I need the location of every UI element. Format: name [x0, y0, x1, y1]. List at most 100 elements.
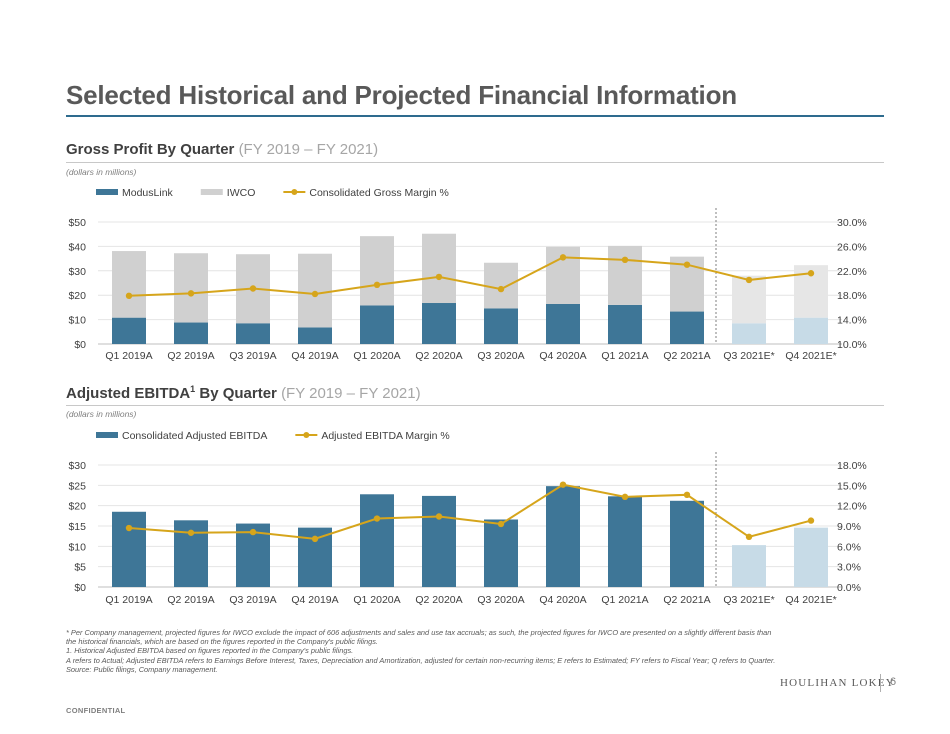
bar-consolidated-adjusted-ebitda [422, 495, 456, 587]
x-tick-label: Q4 2021E* [785, 350, 836, 362]
title-divider [66, 115, 884, 117]
legend-swatch [200, 189, 223, 195]
bar-moduslink [360, 305, 394, 344]
footnote-line: Source: Public filings, Company manageme… [66, 664, 218, 674]
legend-swatch-marker [291, 189, 298, 195]
section-title-ebitda: Adjusted EBITDA1 By Quarter (FY 2019 – F… [66, 384, 421, 402]
legend-label: ModusLink [122, 187, 174, 199]
y2-tick-label: 22.0% [837, 266, 867, 278]
y-tick-label: $0 [74, 339, 86, 351]
y-tick-label: $5 [74, 562, 86, 574]
margin-point [745, 276, 753, 284]
y-tick-label: $30 [68, 460, 86, 472]
margin-point [497, 285, 505, 293]
legend-swatch [96, 432, 118, 438]
x-tick-label: Q4 2021E* [785, 594, 836, 606]
section-divider [66, 405, 884, 406]
margin-point [559, 481, 567, 488]
y-tick-label: $0 [74, 582, 86, 594]
footnote-marker: 1 [190, 384, 196, 394]
y-tick-label: $25 [68, 480, 86, 492]
margin-point [311, 535, 319, 543]
footnote-line: the historical financials, which are bas… [66, 637, 378, 647]
section-range: (FY 2019 – FY 2021) [238, 141, 379, 158]
x-tick-label: Q1 2019A [105, 594, 152, 606]
margin-point [311, 290, 319, 298]
bar-moduslink [546, 303, 580, 344]
bar-moduslink [484, 308, 518, 344]
margin-point [683, 491, 691, 499]
x-tick-label: Q4 2019A [291, 594, 338, 606]
margin-point [373, 515, 381, 522]
x-tick-label: Q3 2021E* [723, 350, 774, 362]
logo-divider [880, 674, 881, 692]
bar-iwco [360, 236, 394, 306]
margin-point [187, 529, 195, 536]
y2-tick-label: 3.0% [837, 562, 861, 574]
y-tick-label: $10 [68, 315, 86, 327]
x-tick-label: Q1 2020A [353, 594, 400, 606]
section-title-rest: By Quarter [195, 385, 277, 402]
margin-point [807, 270, 815, 277]
bar-moduslink [732, 323, 766, 344]
section-title-text: Adjusted EBITDA [66, 385, 191, 402]
bar-moduslink [422, 303, 456, 344]
x-tick-label: Q3 2020A [477, 594, 524, 606]
legend-swatch-marker [303, 432, 310, 438]
x-tick-label: Q2 2019A [167, 350, 214, 362]
margin-point [373, 281, 381, 289]
y2-tick-label: 10.0% [837, 339, 867, 351]
y-tick-label: $20 [68, 290, 86, 302]
y2-tick-label: 18.0% [837, 460, 867, 472]
bar-iwco [298, 253, 332, 328]
x-tick-label: Q1 2021A [601, 350, 648, 362]
margin-point [125, 524, 133, 532]
page-number: 6 [890, 676, 897, 688]
y-tick-label: $10 [68, 541, 86, 553]
legend-label: Consolidated Gross Margin % [309, 187, 448, 199]
margin-point [621, 256, 629, 264]
bar-moduslink [298, 327, 332, 344]
x-tick-label: Q3 2021E* [723, 594, 774, 606]
footnotes: * Per Company management, projected figu… [66, 628, 886, 674]
legend-label: Adjusted EBITDA Margin % [321, 430, 449, 442]
bar-moduslink [670, 311, 704, 344]
margin-point [745, 533, 753, 541]
bar-consolidated-adjusted-ebitda [112, 511, 146, 587]
margin-point [807, 517, 815, 524]
y2-tick-label: 18.0% [837, 290, 867, 302]
y-tick-label: $50 [68, 217, 86, 229]
x-tick-label: Q3 2019A [229, 350, 276, 362]
margin-point [683, 261, 691, 268]
bar-moduslink [794, 317, 828, 344]
y-tick-label: $15 [68, 521, 86, 533]
x-tick-label: Q2 2019A [167, 594, 214, 606]
page-title: Selected Historical and Projected Financ… [66, 80, 737, 110]
y2-tick-label: 26.0% [837, 241, 867, 253]
x-tick-label: Q2 2021A [663, 350, 710, 362]
bar-consolidated-adjusted-ebitda [732, 545, 766, 587]
x-tick-label: Q4 2020A [539, 350, 586, 362]
bar-iwco [174, 253, 208, 323]
x-tick-label: Q2 2020A [415, 350, 462, 362]
confidential-label: CONFIDENTIAL [66, 706, 126, 715]
x-tick-label: Q2 2021A [663, 594, 710, 606]
margin-point [249, 285, 257, 292]
x-tick-label: Q1 2021A [601, 594, 648, 606]
bar-iwco [608, 245, 642, 305]
units-note: (dollars in millions) [66, 409, 137, 419]
legend-label: IWCO [227, 187, 256, 199]
y-tick-label: $30 [68, 266, 86, 278]
margin-point [621, 493, 629, 501]
y2-tick-label: 14.0% [837, 315, 867, 327]
margin-line [128, 256, 812, 297]
bar-moduslink [236, 323, 270, 344]
bar-consolidated-adjusted-ebitda [670, 500, 704, 587]
margin-point [559, 254, 567, 261]
bar-iwco [732, 275, 766, 324]
bar-iwco [484, 262, 518, 309]
bar-consolidated-adjusted-ebitda [360, 494, 394, 587]
section-range: (FY 2019 – FY 2021) [281, 385, 421, 402]
section-divider [66, 162, 884, 163]
